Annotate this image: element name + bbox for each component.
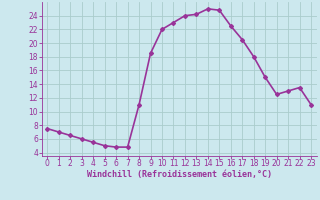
X-axis label: Windchill (Refroidissement éolien,°C): Windchill (Refroidissement éolien,°C)	[87, 170, 272, 179]
